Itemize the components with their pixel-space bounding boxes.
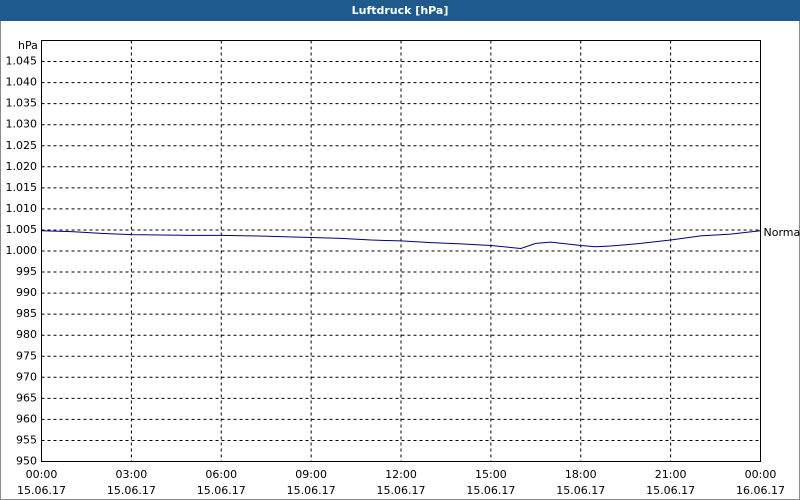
y-tick-label: 1.025 [6, 139, 38, 152]
chart-title: Luftdruck [hPa] [352, 4, 449, 17]
x-tick-label: 18:00 [565, 468, 597, 481]
x-tick-label: 00:00 [745, 468, 777, 481]
x-tick-label: 03:00 [116, 468, 148, 481]
x-tick-label: 00:00 [26, 468, 58, 481]
y-axis-label: hPa [18, 39, 38, 52]
x-tick-date: 15.06.17 [197, 484, 246, 497]
x-tick-date: 15.06.17 [17, 484, 66, 497]
y-tick-label: 1.005 [6, 223, 38, 236]
x-tick-date: 15.06.17 [646, 484, 695, 497]
x-tick-label: 12:00 [385, 468, 417, 481]
y-tick-label: 1.000 [6, 244, 38, 257]
x-tick-date: 15.06.17 [377, 484, 426, 497]
y-tick-label: 1.020 [6, 160, 38, 173]
data-line [41, 230, 761, 249]
x-tick-date: 16.06.17 [736, 484, 785, 497]
x-tick-date: 15.06.17 [287, 484, 336, 497]
y-tick-label: 990 [16, 286, 37, 299]
x-tick-label: 06:00 [205, 468, 237, 481]
series-label: Normal [764, 226, 800, 239]
y-tick-label: 995 [16, 265, 37, 278]
x-tick-label: 09:00 [295, 468, 327, 481]
y-tick-label: 1.015 [6, 181, 38, 194]
y-tick-label: 1.030 [6, 118, 38, 131]
y-tick-label: 985 [16, 307, 37, 320]
x-tick-label: 15:00 [475, 468, 507, 481]
y-tick-label: 1.035 [6, 97, 38, 110]
y-tick-label: 970 [16, 370, 37, 383]
y-tick-label: 965 [16, 391, 37, 404]
x-tick-date: 15.06.17 [556, 484, 605, 497]
y-tick-label: 950 [16, 455, 37, 468]
y-tick-label: 980 [16, 328, 37, 341]
x-tick-date: 15.06.17 [466, 484, 515, 497]
y-tick-label: 1.040 [6, 76, 38, 89]
y-tick-label: 1.010 [6, 202, 38, 215]
y-tick-label: 955 [16, 433, 37, 446]
title-bar [0, 0, 800, 21]
y-tick-label: 1.045 [6, 55, 38, 68]
x-tick-label: 21:00 [655, 468, 687, 481]
y-tick-label: 975 [16, 349, 37, 362]
y-tick-label: 960 [16, 412, 37, 425]
x-tick-date: 15.06.17 [107, 484, 156, 497]
